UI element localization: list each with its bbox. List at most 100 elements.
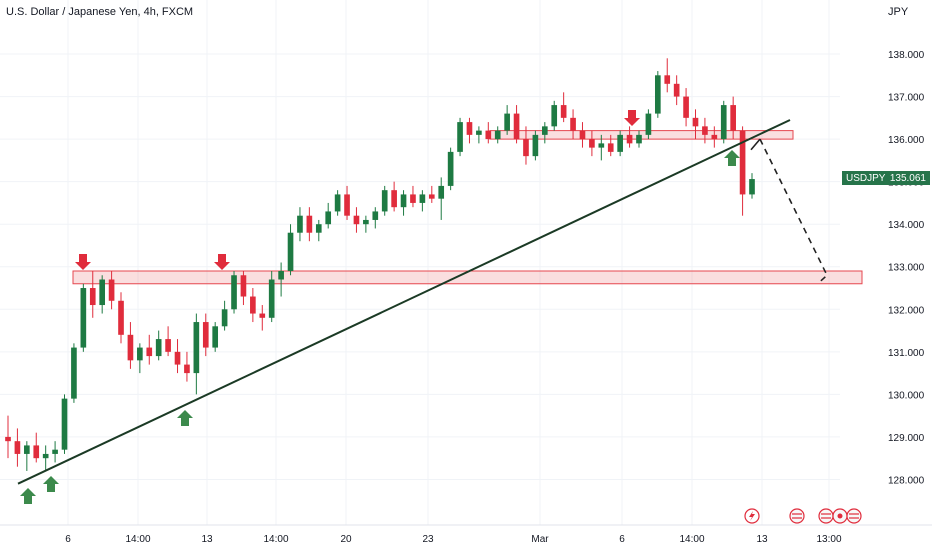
candle-body <box>410 194 416 203</box>
candle-body <box>654 75 661 114</box>
projection-path <box>759 138 828 283</box>
y-tick-label: 133.000 <box>888 263 925 274</box>
y-tick-label: 131.000 <box>888 348 925 359</box>
candle-body <box>372 211 379 220</box>
x-tick-label: 6 <box>65 534 71 545</box>
candle-body <box>52 449 58 454</box>
candle-body <box>268 279 275 318</box>
arrow-up-icon <box>20 488 36 504</box>
candle-body <box>419 194 426 203</box>
candle-body <box>315 224 322 233</box>
candle-body <box>24 445 30 454</box>
candle-body <box>259 313 266 318</box>
flash-event-icon <box>744 508 760 524</box>
arrow-down-icon <box>624 110 640 126</box>
candle-body <box>457 122 463 152</box>
candle-body <box>702 126 708 135</box>
candle-body <box>532 134 539 157</box>
y-tick-label: 130.000 <box>888 390 925 401</box>
candle-body <box>334 194 341 212</box>
candle-body <box>202 322 209 348</box>
candle-body <box>513 113 520 140</box>
candle-body <box>711 134 718 140</box>
candle-body <box>494 130 501 140</box>
candle-body <box>99 279 106 306</box>
candle-body <box>306 215 313 233</box>
candle-body <box>118 300 124 335</box>
candle-body <box>89 288 96 306</box>
y-tick-label: 136.000 <box>888 135 925 146</box>
candle-body <box>720 105 727 140</box>
candle-body <box>297 215 303 233</box>
candle-body <box>438 185 445 199</box>
candle-body <box>231 275 237 310</box>
grid <box>0 0 840 525</box>
candle-body <box>626 134 633 144</box>
candle-body <box>523 139 529 157</box>
candle-body <box>589 139 595 148</box>
candle-body <box>14 441 21 454</box>
candle-body <box>80 288 87 348</box>
candle-body <box>673 83 680 97</box>
candle-body <box>400 194 407 208</box>
candle-body <box>617 134 623 152</box>
candle-body <box>504 113 510 131</box>
candle-body <box>325 211 332 225</box>
candles <box>5 58 755 471</box>
candle-body <box>447 151 454 186</box>
arrow-up-icon <box>177 410 193 426</box>
candle-body <box>476 130 482 135</box>
currency-unit: JPY <box>888 6 909 18</box>
candle-body <box>636 134 642 144</box>
projection-start <box>750 138 761 151</box>
candle-body <box>607 143 614 152</box>
x-tick-label: 14:00 <box>679 534 704 545</box>
y-tick-label: 132.000 <box>888 305 925 316</box>
annotations <box>17 110 862 524</box>
candle-body <box>485 130 492 140</box>
flag-event-icon <box>818 508 834 524</box>
y-tick-label: 129.000 <box>888 433 925 444</box>
x-tick-label: 14:00 <box>125 534 150 545</box>
candle-body <box>278 271 284 280</box>
y-tick-label: 128.000 <box>888 475 925 486</box>
candle-body <box>71 347 77 399</box>
candle-body <box>664 75 671 84</box>
x-tick-label: 14:00 <box>263 534 288 545</box>
candle-body <box>5 436 11 442</box>
candle-body <box>165 339 171 352</box>
candle-body <box>250 296 256 314</box>
x-tick-label: 13 <box>756 534 768 545</box>
candle-body <box>221 309 228 327</box>
arrow-down-icon <box>75 254 91 270</box>
candle-body <box>749 179 755 195</box>
candle-body <box>692 117 699 127</box>
candle-body <box>193 322 200 374</box>
candle-body <box>344 194 350 216</box>
current-price-badge: USDJPY 135.061 <box>842 171 930 185</box>
x-tick-label: 13:00 <box>816 534 841 545</box>
arrow-up-icon <box>43 476 59 492</box>
candle-body <box>428 194 435 199</box>
candle-body <box>645 113 652 135</box>
candle-body <box>579 130 586 140</box>
candle-body <box>287 232 294 271</box>
candle-body <box>108 279 115 301</box>
y-tick-label: 137.000 <box>888 93 925 104</box>
symbol-label: USDJPY <box>846 172 886 184</box>
flag-event-icon <box>846 508 862 524</box>
axes: 128.000 129.000 130.000 131.000 132.000 133.0… <box>0 50 932 545</box>
x-tick-label: 13 <box>201 534 213 545</box>
chart-title: U.S. Dollar / Japanese Yen, 4h, FXCM <box>6 6 194 18</box>
candle-body <box>61 398 68 450</box>
candle-body <box>353 215 360 225</box>
arrow-up-icon <box>724 150 740 166</box>
candle-body <box>212 326 219 348</box>
candle-body <box>240 275 247 297</box>
x-tick-label: 6 <box>619 534 625 545</box>
candle-body <box>560 105 567 118</box>
candle-body <box>137 347 143 361</box>
price-value: 135.061 <box>889 172 926 184</box>
